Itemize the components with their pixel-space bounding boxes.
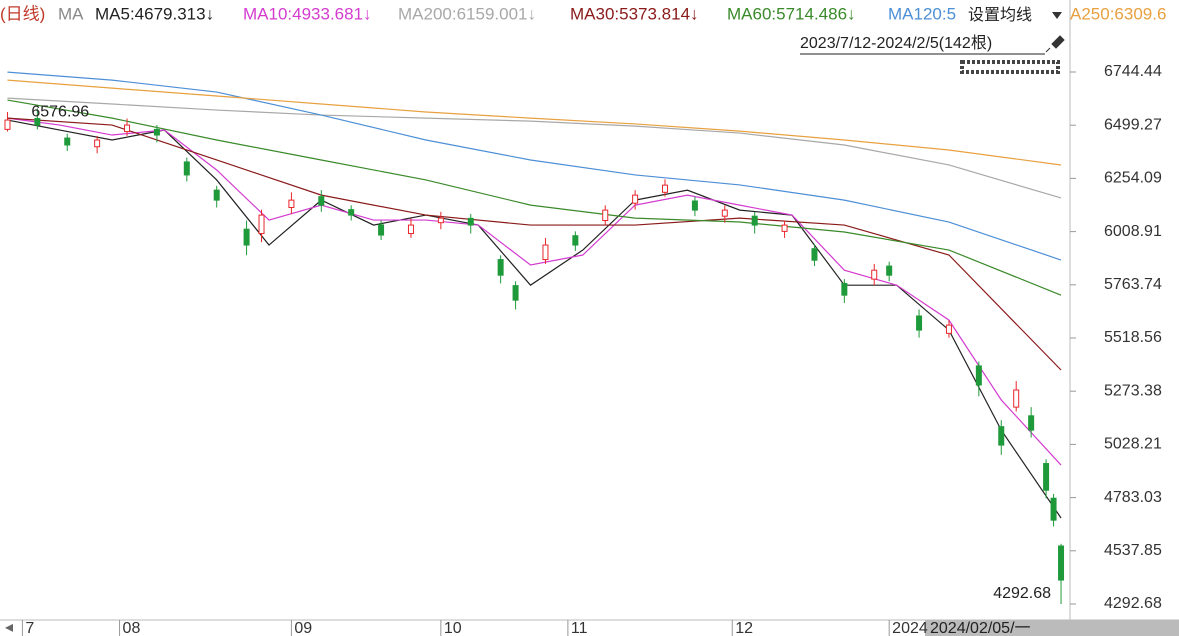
x-tick-label: 10: [444, 620, 462, 636]
legend-entry: MA30:5373.814↓: [570, 4, 699, 23]
candle-body: [348, 209, 355, 216]
candle-body: [94, 139, 101, 148]
legend-entry: MA60:5714.486↓: [727, 4, 856, 23]
x-tick-label: 2024: [892, 620, 928, 636]
ma-title: MA: [58, 4, 84, 23]
candle-body: [437, 217, 444, 224]
candle-body: [4, 119, 11, 130]
candle-body: [124, 124, 131, 133]
indicator: [960, 60, 1060, 74]
y-tick-label: 4783.03: [1104, 489, 1162, 506]
candle-body: [632, 194, 639, 204]
candle-body: [183, 161, 190, 176]
y-tick-label: 6499.27: [1104, 116, 1162, 133]
y-tick-label: 5273.38: [1104, 382, 1162, 399]
candle-body: [407, 224, 414, 235]
candle-body: [998, 426, 1005, 446]
legend-entry: A250:6309.6: [1070, 4, 1166, 23]
candle-body: [1058, 545, 1065, 581]
y-tick-label: 6254.09: [1104, 170, 1162, 187]
candle-body: [811, 248, 818, 261]
candle-body: [721, 209, 728, 217]
settings-box[interactable]: [960, 2, 1068, 30]
candle-body: [916, 315, 923, 331]
candle-body: [975, 365, 982, 386]
cursor-date: 2024/02/05/一: [930, 620, 1031, 636]
candle-body: [318, 196, 325, 206]
legend-entry: MA120:5: [888, 4, 956, 23]
candle-body: [378, 224, 385, 236]
candle-body: [497, 259, 504, 276]
x-tick-label: 12: [735, 620, 753, 636]
candle-body: [1050, 497, 1057, 521]
candle-body: [213, 189, 220, 201]
y-tick-label: 4537.85: [1104, 542, 1162, 559]
candle-body: [467, 217, 474, 226]
x-tick-label: 7: [25, 620, 34, 636]
ma-line: [7, 117, 1062, 466]
y-tick-label: 5028.21: [1104, 436, 1162, 453]
legend-entry: MA10:4933.681↓: [243, 4, 372, 23]
ma-line: [7, 117, 1062, 371]
period: (日线): [0, 4, 45, 23]
scroll-arrow[interactable]: ◂: [5, 619, 13, 636]
y-tick-label: 4292.68: [1104, 595, 1162, 612]
settings-button[interactable]: 设置均线: [968, 6, 1032, 24]
max-label: 6576.96: [31, 104, 89, 121]
ma-line: [7, 71, 1062, 261]
ma-line: [7, 99, 1062, 296]
candle-body: [691, 200, 698, 211]
cursor-date-box: [925, 620, 1179, 636]
candle-body: [542, 244, 549, 261]
pin-icon[interactable]: [1045, 35, 1065, 53]
y-tick-label: 5763.74: [1104, 276, 1162, 293]
candle-body: [781, 224, 788, 232]
candle-body: [243, 228, 250, 246]
date-range: 2023/7/12-2024/2/5(142根): [800, 34, 992, 52]
candle-body: [662, 184, 669, 193]
candle-body: [886, 265, 893, 276]
candle-body: [153, 128, 160, 136]
min-label: 4292.68: [993, 585, 1051, 602]
dropdown-arrow[interactable]: [1052, 12, 1062, 19]
candle-body: [602, 209, 609, 222]
legend-entry: MA200:6159.001↓: [398, 4, 536, 23]
ma-line: [7, 79, 1062, 166]
candle-body: [34, 118, 41, 126]
candle-body: [1013, 389, 1020, 408]
candle-body: [1028, 415, 1035, 431]
y-tick-label: 6744.44: [1104, 63, 1162, 80]
candle-body: [572, 235, 579, 246]
candle-body: [64, 137, 71, 146]
candle-body: [288, 199, 295, 208]
candle-body: [258, 214, 265, 235]
x-tick-label: 08: [123, 620, 141, 636]
legend-entry: MA5:4679.313↓: [95, 4, 214, 23]
y-tick-label: 6008.91: [1104, 223, 1162, 240]
y-tick-label: 5518.56: [1104, 329, 1162, 346]
x-tick-label: 09: [294, 620, 312, 636]
candle-body: [871, 269, 878, 280]
candle-body: [945, 324, 952, 334]
candle-body: [1043, 463, 1050, 491]
candle-body: [751, 215, 758, 226]
ma-line: [7, 119, 1062, 519]
legend: MA5:4679.313↓ MA10:4933.681↓ MA200:6159.00…: [95, 4, 1166, 23]
x-tick-label: 11: [571, 620, 588, 636]
candle-body: [841, 282, 848, 296]
plot: 6576.96 4292.68: [4, 71, 1065, 604]
ma-line: [7, 97, 1062, 199]
candle-body: [512, 285, 519, 301]
